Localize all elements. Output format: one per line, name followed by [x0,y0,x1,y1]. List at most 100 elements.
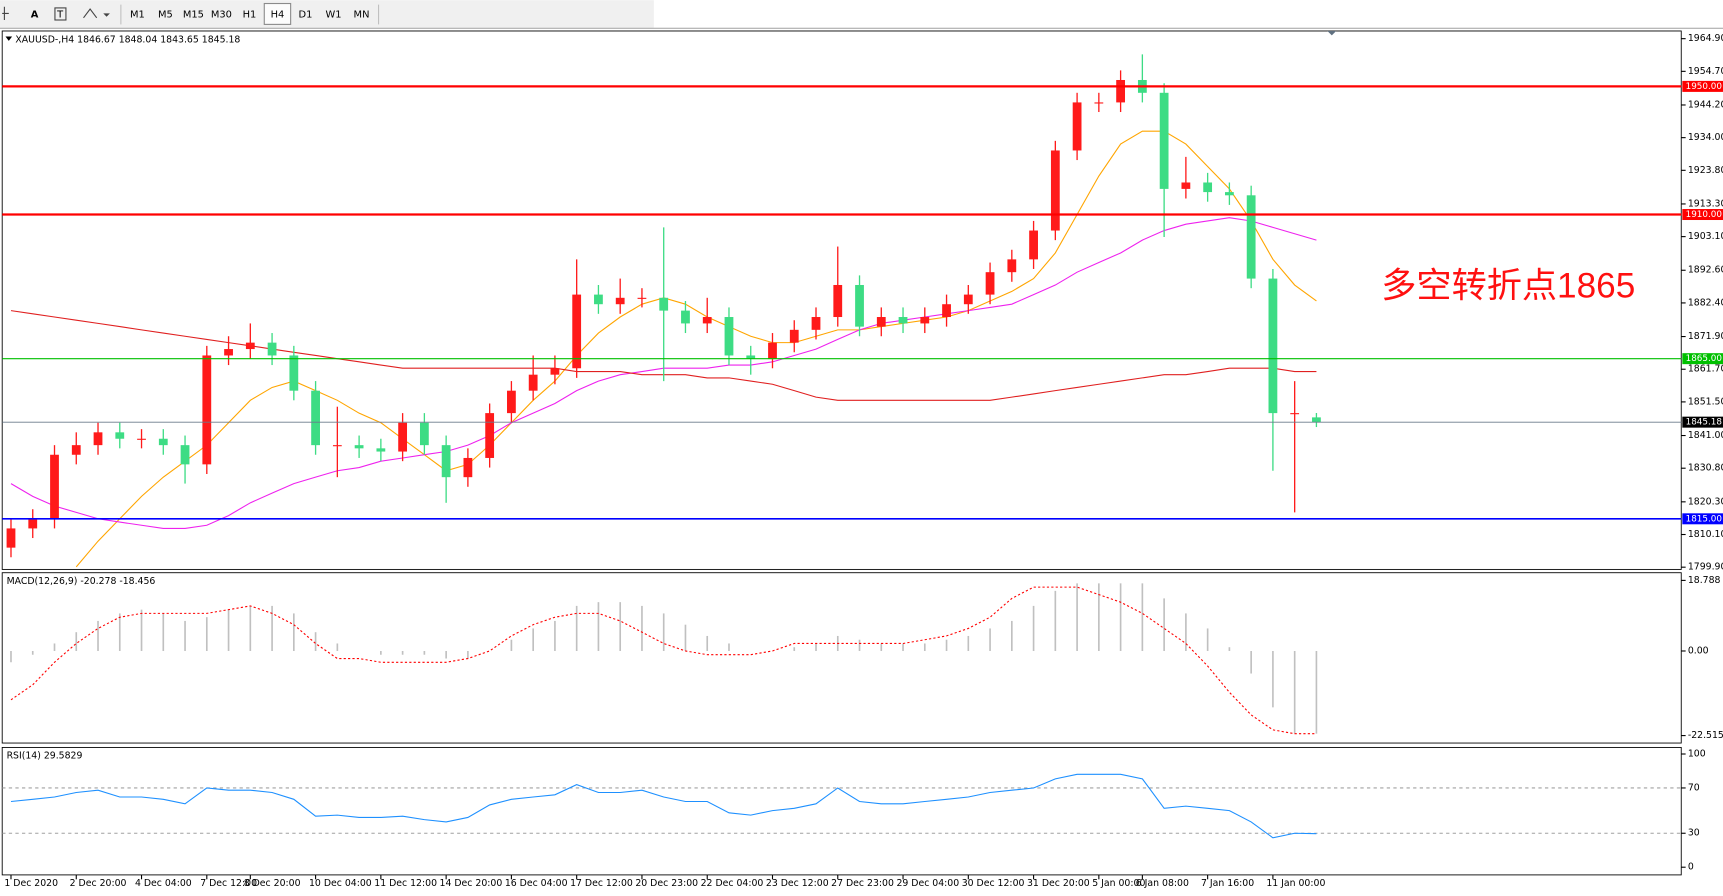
dropdown-marker [1327,30,1337,36]
y-tick-label: 1892.60 [1688,265,1723,276]
y-tick-label: 70 [1688,782,1700,793]
candle-body [681,310,690,324]
timeframe-button[interactable]: H1 [243,10,257,21]
candle-body [1181,182,1191,189]
chart-panel: 1964.90 1954.70 1944.20 1934.00 1923.80 1913.… [1,30,1723,889]
annotation: 多空转折点1865 [1381,266,1635,305]
timeframe-button[interactable]: MN [354,10,370,21]
candle-body [833,284,843,318]
x-tick-label: 2 Dec 20:00 [70,878,127,889]
candle-body [1116,79,1126,103]
timeframe-label: H1 [243,10,257,21]
candle-body [876,317,886,327]
candle-body [1203,182,1213,193]
x-tick-label: 8 Dec 20:00 [244,878,301,889]
indicator-title: MACD(12,26,9) -20.278 -18.456 [7,576,156,587]
x-tick-label: 23 Dec 12:00 [766,878,829,889]
x-tick-label: 14 Dec 20:00 [440,878,503,889]
candle-body [1225,192,1234,196]
chart-panels: 1964.90 1954.70 1944.20 1934.00 1923.80 1913.… [1,30,1723,889]
x-tick-label: 4 Dec 04:00 [135,878,192,889]
candle-body [659,297,669,311]
timeframe-button[interactable]: D1 [299,10,313,21]
candle-body [376,448,386,452]
y-tick-label: 1934.00 [1688,132,1723,143]
level-label-bg [1682,416,1723,428]
level-label: 1910.00 [1682,209,1723,220]
draw-tools[interactable]: A T [2,4,122,25]
x-tick-label: 20 Dec 23:00 [635,878,698,889]
candle-body [1029,230,1038,260]
candle-body [71,445,81,455]
level-label-text: 1865.00 [1686,354,1722,364]
x-tick-label: 17 Dec 12:00 [570,878,633,889]
y-tick-label: 1903.10 [1688,231,1723,242]
timeframe-label: M15 [183,10,204,21]
panel-frame [1,572,1682,744]
candle-body [594,294,603,305]
candle-body [572,294,582,369]
candle-body [528,374,538,391]
y-tick-label: 1954.70 [1688,66,1723,77]
candle-body [550,368,560,375]
level-label: 1950.00 [1682,80,1723,92]
candle-body [419,422,429,446]
selected-frame [263,2,292,25]
timeframe-label: M5 [158,10,173,21]
candle-body [615,297,625,305]
timeframe-button[interactable]: M15 [183,10,204,21]
rsi-line [10,773,1317,839]
candle-body [354,445,364,449]
candle-body [1094,102,1104,104]
candle-body [267,342,277,356]
candle-body [1050,150,1060,231]
timeframe-button[interactable]: M30 [211,10,232,21]
candle-body [137,438,146,440]
svg-text:T: T [56,10,64,21]
y-tick-label: 1841.00 [1688,430,1723,441]
panel-frame [1,30,1682,570]
x-tick-label: 6 Jan 08:00 [1136,878,1189,889]
timeframe-button[interactable]: H4 [263,2,292,25]
candle-body [245,342,255,350]
y-tick-label: 1799.90 [1688,562,1723,573]
x-tick-label: 29 Dec 04:00 [896,878,959,889]
y-tick-label: 1810.10 [1688,529,1723,540]
candle-body [441,445,451,478]
x-tick-label: 7 Jan 16:00 [1201,878,1254,889]
candle-body [811,317,821,330]
candle-body [158,438,168,446]
candle-body [398,422,408,452]
candle-body [985,272,995,295]
candle-body [289,355,299,391]
y-tick-label: 1964.90 [1688,33,1723,44]
timeframe-label: MN [354,10,370,21]
timeframe-button[interactable]: W1 [325,10,341,21]
candle-body [1290,413,1300,415]
y-tick-label: 30 [1688,828,1700,839]
x-tick-label: 22 Dec 04:00 [701,878,764,889]
candle-body [789,329,799,343]
timeframe-label: M1 [130,10,145,21]
y-tick-label: 0 [1688,862,1694,873]
candle-body [1312,417,1321,423]
candle-body [507,390,516,414]
level-label-text: 1950.00 [1686,82,1722,92]
candle-body [920,317,930,324]
timeframe-button[interactable]: M1 [130,10,145,21]
x-tick-label: 11 Jan 00:00 [1266,878,1325,889]
candle-body [855,284,864,327]
y-tick-label: 1944.20 [1688,99,1723,110]
y-tick-label: 1861.70 [1688,364,1723,375]
x-tick-label: 31 Dec 20:00 [1027,878,1090,889]
level-label: 1865.00 [1682,353,1723,364]
timeframe-button[interactable]: M5 [158,10,173,21]
candle-body [180,445,190,465]
x-tick-label: 30 Dec 12:00 [962,878,1025,889]
y-tick-label: 1871.90 [1688,331,1723,342]
candle-body [6,528,16,548]
indicator-title: RSI(14) 29.5829 [7,751,83,762]
signal-line [10,586,1317,735]
